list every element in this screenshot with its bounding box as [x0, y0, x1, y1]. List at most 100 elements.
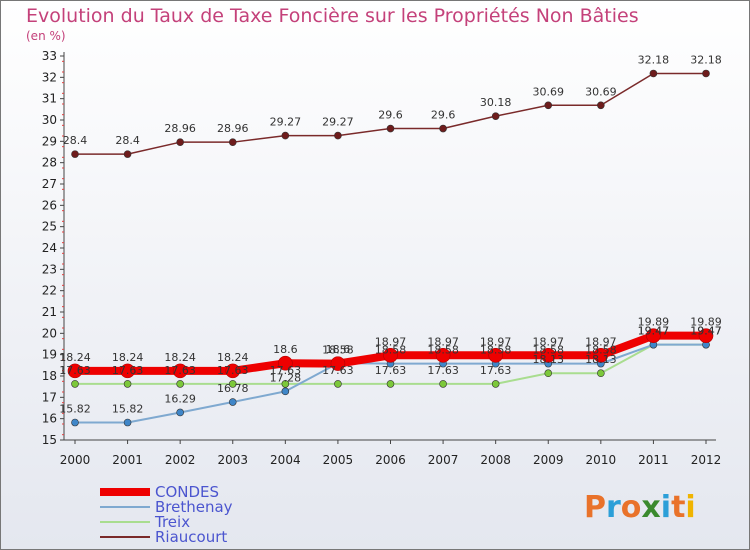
data-point-riaucourt	[702, 69, 710, 78]
y-tick-label: 28	[42, 156, 57, 170]
data-point-condes	[698, 328, 714, 343]
data-label-brethenay: 18.58	[533, 344, 565, 357]
x-tick-label: 2002	[165, 453, 196, 467]
data-label-treix: 17.63	[164, 364, 196, 377]
data-label-brethenay: 18.58	[585, 344, 617, 357]
logo-letter: r	[606, 490, 621, 525]
x-tick-label: 2006	[375, 453, 406, 467]
logo-letter: x	[641, 490, 660, 525]
logo-letter: P	[584, 490, 606, 525]
data-label-condes: 18.97	[585, 335, 617, 348]
logo-letter: o	[621, 490, 642, 525]
data-point-condes	[172, 363, 188, 379]
data-point-condes	[278, 355, 293, 371]
data-label-riaucourt: 28.96	[164, 122, 196, 135]
data-point-brethenay	[281, 387, 290, 396]
data-point-riaucourt	[71, 150, 79, 158]
data-label-treix: 17.63	[375, 364, 407, 377]
data-label-condes: 18.97	[480, 335, 512, 348]
y-tick-label: 23	[42, 262, 57, 276]
series-lines	[67, 69, 714, 427]
data-label-condes: 18.58	[322, 344, 354, 357]
data-point-treix	[71, 380, 79, 388]
logo-letter: t	[671, 490, 685, 525]
data-point-treix	[597, 369, 605, 378]
x-tick-label: 2009	[533, 453, 564, 467]
y-tick-label: 31	[42, 92, 57, 106]
data-labels: 28.4 28.4 28.96 28.96 29.27 29.27 29.6 29.6 30.1…	[59, 53, 722, 415]
data-label-riaucourt: 29.6	[378, 109, 403, 122]
data-label-brethenay: 17.28	[270, 371, 302, 384]
x-tick-label: 2005	[323, 453, 354, 467]
data-point-treix	[386, 380, 395, 388]
data-point-treix	[228, 380, 237, 388]
x-tick-label: 2000	[60, 453, 91, 467]
data-label-treix: 17.63	[427, 364, 459, 377]
data-point-treix	[334, 380, 342, 388]
y-tick-label: 16	[42, 412, 57, 426]
data-label-riaucourt: 30.18	[480, 96, 512, 109]
data-label-treix: 18.13	[585, 353, 617, 366]
data-label-treix: 17.63	[59, 364, 91, 377]
x-tick-label: 2007	[428, 453, 459, 467]
chart-title: Evolution du Taux de Taxe Foncière sur l…	[26, 5, 639, 27]
data-point-treix	[544, 369, 553, 378]
data-point-riaucourt	[439, 124, 447, 133]
data-point-condes	[225, 363, 241, 379]
logo-letter: i	[661, 490, 671, 525]
y-tick-label: 22	[42, 284, 57, 298]
data-label-riaucourt: 30.69	[585, 85, 617, 98]
data-point-riaucourt	[544, 101, 553, 110]
data-label-treix: 17.63	[217, 364, 249, 377]
data-point-treix	[176, 380, 184, 388]
data-point-riaucourt	[228, 138, 237, 146]
x-tick-label: 2004	[270, 453, 301, 467]
data-point-condes	[540, 348, 556, 363]
data-label-riaucourt: 29.27	[322, 116, 354, 129]
data-point-riaucourt	[491, 112, 500, 120]
x-tick-label: 2003	[217, 453, 248, 467]
y-tick-label: 20	[42, 326, 57, 340]
data-point-condes	[435, 348, 451, 363]
data-label-brethenay: 18.6	[326, 343, 351, 356]
y-tick-label: 25	[42, 220, 57, 234]
data-point-condes	[593, 348, 609, 363]
data-label-brethenay: 16.29	[164, 392, 196, 405]
data-point-condes	[330, 356, 346, 371]
data-label-condes: 19.89	[690, 316, 722, 329]
data-label-condes: 19.89	[638, 316, 670, 329]
data-label-brethenay: 15.82	[59, 403, 91, 416]
data-point-condes	[120, 363, 135, 379]
x-tick-label: 2008	[480, 453, 511, 467]
data-point-riaucourt	[386, 124, 395, 133]
data-label-riaucourt: 30.69	[533, 85, 565, 98]
data-point-condes	[383, 348, 398, 363]
data-point-riaucourt	[649, 69, 658, 78]
data-label-treix: 17.63	[112, 364, 144, 377]
y-tick-label: 32	[42, 70, 57, 84]
data-point-treix	[491, 380, 500, 388]
data-point-condes	[488, 348, 503, 363]
y-tick-label: 24	[42, 241, 57, 255]
data-label-brethenay: 18.58	[427, 344, 459, 357]
data-label-condes: 18.97	[533, 335, 565, 348]
legend-label-condes: CONDES	[155, 483, 219, 501]
data-point-riaucourt	[176, 138, 184, 146]
data-label-treix: 17.63	[270, 364, 302, 377]
y-tick-label: 18	[42, 369, 57, 383]
proxiti-logo: Proxiti	[584, 490, 696, 525]
y-tick-label: 27	[42, 177, 57, 191]
data-point-riaucourt	[123, 150, 132, 158]
data-label-treix: 18.13	[533, 353, 565, 366]
data-label-riaucourt: 28.4	[115, 134, 140, 147]
x-tick-label: 2001	[112, 453, 143, 467]
data-point-treix	[281, 380, 290, 388]
legend-label-riaucourt: Riaucourt	[155, 528, 227, 546]
y-tick-label: 15	[42, 433, 57, 447]
data-label-riaucourt: 28.4	[63, 134, 88, 147]
data-label-treix: 17.63	[480, 364, 512, 377]
data-point-condes	[646, 328, 661, 343]
